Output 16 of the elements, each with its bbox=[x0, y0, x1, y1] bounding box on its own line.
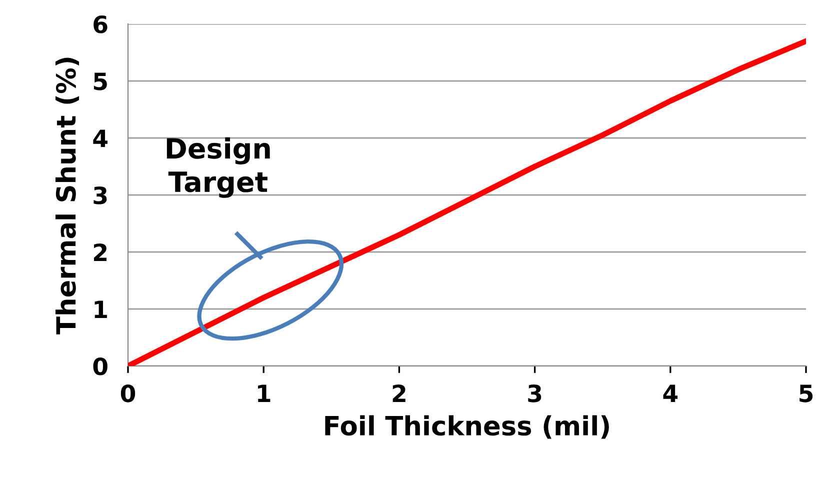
x-tick-label: 2 bbox=[392, 384, 406, 402]
y-axis-title: Thermal Shunt (%) bbox=[55, 58, 80, 334]
y-tick-label: 3 bbox=[94, 186, 107, 204]
x-axis-title: Foil Thickness (mil) bbox=[325, 415, 609, 439]
y-tick-label: 6 bbox=[94, 15, 108, 34]
y-tick-label: 0 bbox=[93, 357, 108, 376]
x-tick-label: 3 bbox=[528, 384, 542, 402]
y-tick-label: 1 bbox=[94, 300, 107, 318]
y-tick-label: 5 bbox=[94, 72, 107, 90]
x-tick-label: 1 bbox=[258, 384, 270, 402]
x-tick-label: 5 bbox=[800, 384, 813, 402]
annotation: Design Target bbox=[166, 137, 270, 198]
x-tick-label: 4 bbox=[663, 384, 678, 402]
y-tick-label: 2 bbox=[94, 243, 107, 261]
x-tick-label: 0 bbox=[120, 384, 136, 402]
y-tick-label: 4 bbox=[93, 130, 108, 147]
